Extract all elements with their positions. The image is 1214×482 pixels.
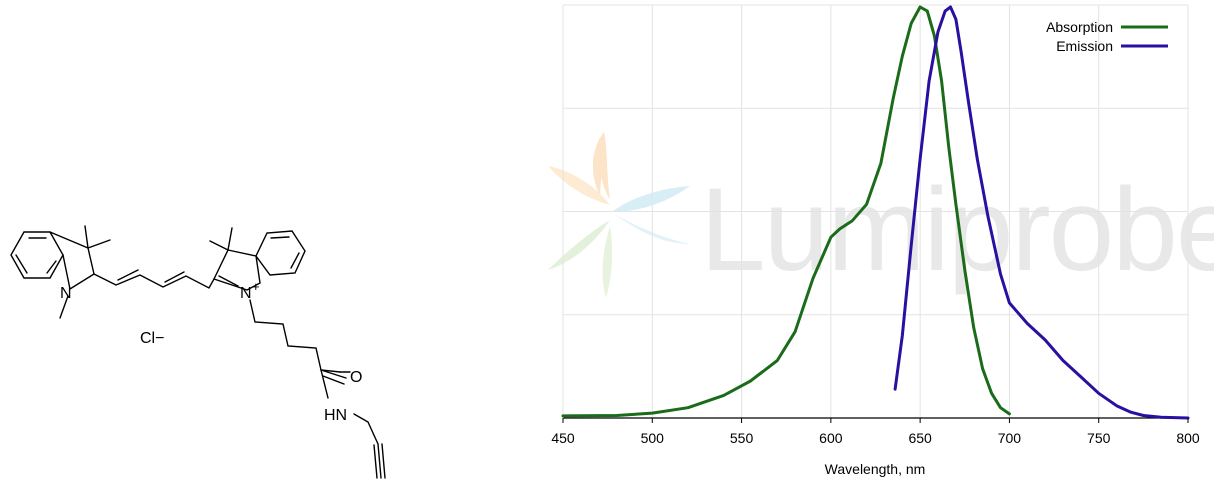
x-tick-label-7: 800: [1176, 430, 1200, 446]
x-axis: 450 500 550 600 650 700 750 800: [551, 418, 1200, 446]
positive-charge-label: +: [252, 279, 260, 294]
x-tick-label-1: 500: [641, 430, 665, 446]
plot-area: [562, 5, 1188, 419]
molecule-structure: N N + Cl− O HN: [10, 225, 386, 479]
polymethine-chain: [93, 273, 215, 289]
watermark-text: Lumiprobe: [700, 164, 1214, 296]
x-tick-label-6: 750: [1087, 430, 1111, 446]
watermark-logo-green-petal: [548, 220, 610, 270]
series-layer: [561, 5, 1190, 420]
watermark-logo-orange-petal: [592, 132, 610, 200]
counterion-label: Cl−: [140, 330, 164, 347]
carbonyl-oxygen-label: O: [350, 369, 362, 386]
series-line-emission: [893, 5, 1190, 420]
x-tick-label-2: 550: [730, 430, 754, 446]
x-tick-label-4: 650: [908, 430, 932, 446]
series-line-absorption: [561, 5, 1011, 418]
chart-grid: [562, 4, 1189, 419]
x-tick-label-0: 450: [551, 430, 575, 446]
lumiprobe-watermark: Lumiprobe: [548, 132, 1214, 298]
legend-label-absorption: Absorption: [1046, 19, 1113, 35]
left-nitrogen-label: N: [60, 285, 72, 302]
legend-label-emission: Emission: [1056, 38, 1113, 54]
amide-nh-label: HN: [324, 407, 347, 424]
right-benzene-ring: [255, 230, 306, 276]
watermark-logo-blue-petal: [612, 186, 690, 212]
right-pyrrole-ring: [213, 249, 261, 291]
legend: Absorption Emission: [1046, 19, 1168, 54]
x-axis-title: Wavelength, nm: [825, 461, 926, 477]
right-nitrogen-label: N: [240, 285, 252, 302]
x-tick-label-3: 600: [819, 430, 843, 446]
x-tick-label-5: 700: [998, 430, 1022, 446]
